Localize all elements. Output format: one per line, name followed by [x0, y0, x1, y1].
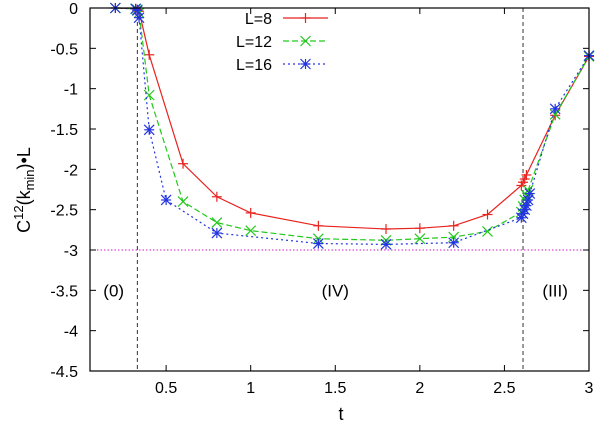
legend: L=8 L=12 L=16 [236, 11, 328, 74]
y-axis-title-paren-close: ) [14, 163, 34, 169]
data-point [211, 191, 222, 202]
data-point [549, 109, 561, 120]
data-point [133, 12, 145, 24]
x-tick-label: 1.5 [324, 380, 346, 397]
region-label: (0) [103, 281, 124, 300]
series-layer [109, 2, 595, 250]
y-axis-title-l: L [14, 147, 34, 157]
y-tick-label: -3.5 [50, 283, 78, 300]
y-tick-label: -1 [64, 82, 78, 99]
x-tick-label: 2.5 [493, 380, 515, 397]
data-point [521, 169, 532, 180]
legend-entry: L=8 [245, 11, 328, 28]
data-point [482, 226, 493, 237]
data-point [211, 227, 223, 239]
data-point [160, 194, 172, 206]
y-tick-label: -0.5 [50, 41, 78, 58]
series-line [115, 7, 590, 230]
data-point [482, 209, 493, 220]
data-point [448, 237, 460, 249]
region-label: (IV) [322, 281, 349, 300]
legend-label: L=8 [245, 11, 272, 28]
legend-label: L=12 [236, 34, 272, 51]
data-point [178, 158, 189, 169]
x-tick-label: 3 [585, 380, 594, 397]
plot-frame [89, 7, 590, 372]
x-tick-label: 2 [415, 380, 424, 397]
y-axis-title-dot: • [14, 157, 34, 163]
y-axis-title-sup: 12 [11, 205, 26, 219]
y-tick-label: -3 [64, 243, 78, 260]
x-axis-title: t [338, 404, 343, 424]
data-point [177, 196, 189, 208]
data-point [522, 194, 534, 206]
series-2 [109, 2, 595, 246]
y-axis-title: C12(kmin)•L [11, 147, 37, 233]
legend-marker [300, 58, 311, 70]
y-tick-label: -2.5 [50, 203, 78, 220]
data-point [448, 220, 459, 231]
data-point [381, 224, 392, 235]
legend-marker [300, 13, 311, 23]
data-point [211, 217, 223, 228]
data-point [380, 238, 392, 250]
y-tick-label: -1.5 [50, 122, 78, 139]
data-point [143, 89, 155, 101]
legend-label: L=16 [236, 57, 272, 74]
data-point [245, 225, 257, 237]
region-label: (III) [542, 281, 568, 300]
data-point [549, 103, 561, 115]
data-point [245, 207, 256, 218]
x-tick-label: 0.5 [155, 380, 177, 397]
reference-lines [90, 8, 589, 371]
data-point [524, 188, 536, 199]
legend-marker [300, 35, 311, 47]
data-point [131, 4, 143, 16]
data-point [312, 238, 324, 249]
data-point [414, 223, 425, 234]
y-axis-title-sub: min [22, 169, 37, 190]
y-tick-label: -2 [64, 162, 78, 179]
series-3 [109, 2, 595, 250]
x-tick-label: 1 [246, 380, 255, 397]
data-point [519, 174, 530, 185]
data-point [414, 233, 426, 245]
data-point [448, 231, 460, 243]
region-annotations: (0) (IV) (III) [103, 281, 568, 300]
data-point [143, 124, 155, 136]
ticks: 0.5 1 1.5 2 2.5 3 0 -0.5 -1 -1.5 -2 -2.5 -3 -3.5 -4 -4.… [50, 1, 593, 397]
y-tick-label: 0 [69, 1, 78, 18]
data-point [519, 204, 531, 216]
legend-entry: L=16 [236, 57, 328, 74]
data-point [144, 49, 155, 60]
legend-entry: L=12 [236, 34, 328, 51]
y-tick-label: -4 [64, 324, 78, 341]
data-point [313, 220, 324, 231]
y-tick-label: -4.5 [50, 364, 78, 381]
y-axis-title-paren-open: (k [14, 189, 34, 205]
y-axis-title-c: C [14, 220, 34, 233]
